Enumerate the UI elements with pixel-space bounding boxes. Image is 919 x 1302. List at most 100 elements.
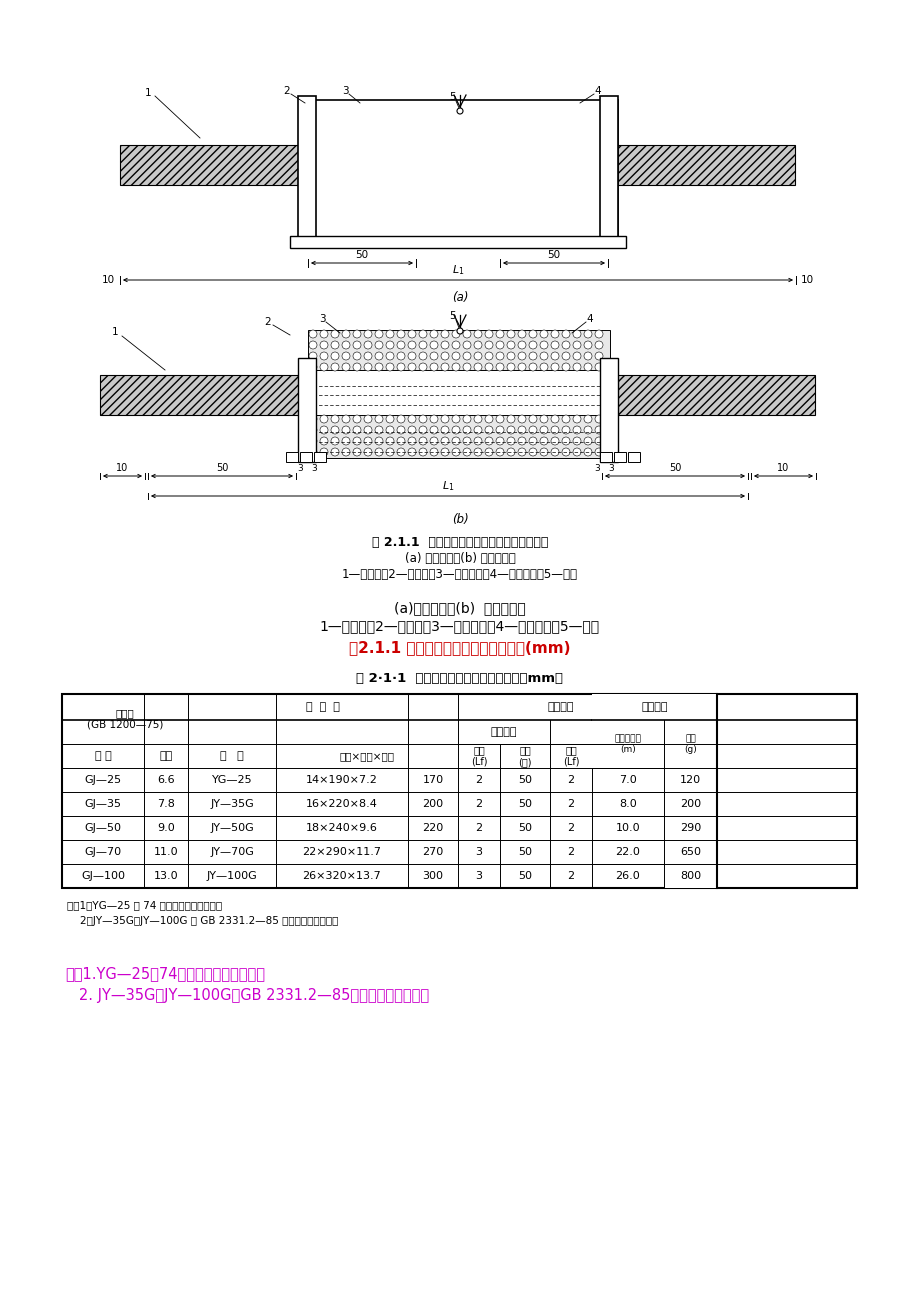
- Circle shape: [386, 426, 393, 434]
- Text: 5: 5: [449, 92, 456, 102]
- Circle shape: [517, 352, 526, 359]
- Text: 11.0: 11.0: [153, 848, 178, 857]
- Text: 200: 200: [422, 799, 443, 809]
- Circle shape: [484, 352, 493, 359]
- Bar: [286, 452, 298, 462]
- Text: GJ—25: GJ—25: [85, 775, 121, 785]
- Bar: [62, 694, 857, 888]
- Circle shape: [364, 363, 371, 371]
- Circle shape: [353, 329, 360, 339]
- Circle shape: [484, 415, 493, 423]
- Circle shape: [506, 352, 515, 359]
- Text: 8.0: 8.0: [618, 799, 636, 809]
- Circle shape: [418, 363, 426, 371]
- Circle shape: [386, 448, 393, 456]
- Circle shape: [550, 363, 559, 371]
- Circle shape: [440, 329, 448, 339]
- Circle shape: [353, 415, 360, 423]
- Bar: [607, 375, 814, 415]
- Circle shape: [528, 352, 537, 359]
- Text: 普通
导爆索
(m): 普通 导爆索 (m): [682, 729, 698, 759]
- Bar: [607, 145, 794, 185]
- Circle shape: [397, 329, 404, 339]
- Circle shape: [320, 341, 328, 349]
- Circle shape: [517, 426, 526, 434]
- Circle shape: [320, 415, 328, 423]
- Circle shape: [584, 352, 591, 359]
- Circle shape: [562, 448, 570, 456]
- Circle shape: [451, 448, 460, 456]
- Text: 3: 3: [311, 464, 316, 473]
- Circle shape: [407, 363, 415, 371]
- Circle shape: [562, 415, 570, 423]
- Text: JY—35G: JY—35G: [210, 799, 254, 809]
- Text: 3: 3: [341, 86, 348, 96]
- Text: 50: 50: [355, 250, 369, 260]
- Circle shape: [440, 341, 448, 349]
- Circle shape: [528, 415, 537, 423]
- Circle shape: [562, 437, 570, 445]
- Circle shape: [539, 415, 548, 423]
- Circle shape: [550, 437, 559, 445]
- Text: 50: 50: [517, 871, 531, 881]
- Circle shape: [484, 363, 493, 371]
- Circle shape: [562, 363, 570, 371]
- Circle shape: [309, 426, 317, 434]
- Text: 50: 50: [668, 464, 680, 473]
- Circle shape: [375, 437, 382, 445]
- Text: 170: 170: [422, 775, 443, 785]
- Circle shape: [309, 352, 317, 359]
- Circle shape: [320, 329, 328, 339]
- Bar: [300, 363, 618, 428]
- Circle shape: [440, 426, 448, 434]
- Circle shape: [595, 448, 602, 456]
- Circle shape: [484, 329, 493, 339]
- Circle shape: [528, 448, 537, 456]
- Circle shape: [397, 363, 404, 371]
- Circle shape: [550, 448, 559, 456]
- Circle shape: [517, 329, 526, 339]
- Circle shape: [342, 415, 349, 423]
- Circle shape: [528, 341, 537, 349]
- Circle shape: [364, 352, 371, 359]
- Circle shape: [457, 108, 462, 115]
- Text: (a): (a): [451, 292, 468, 305]
- Circle shape: [595, 352, 602, 359]
- Circle shape: [495, 437, 504, 445]
- Circle shape: [353, 352, 360, 359]
- Circle shape: [320, 426, 328, 434]
- Text: 1—钉纹线；2—接续管；3—基准药包；4—附加药环；5—雷管: 1—钉纹线；2—接续管；3—基准药包；4—附加药环；5—雷管: [320, 618, 599, 633]
- Circle shape: [451, 352, 460, 359]
- Circle shape: [517, 437, 526, 445]
- Circle shape: [495, 448, 504, 456]
- Circle shape: [517, 415, 526, 423]
- Circle shape: [539, 437, 548, 445]
- Circle shape: [484, 341, 493, 349]
- Bar: [664, 694, 716, 888]
- Circle shape: [462, 415, 471, 423]
- Text: 钢绞线
(GB 1200—75): 钢绞线 (GB 1200—75): [86, 708, 163, 730]
- Circle shape: [331, 415, 338, 423]
- Text: (b): (b): [451, 513, 468, 526]
- Text: 3: 3: [318, 314, 325, 324]
- Circle shape: [506, 448, 515, 456]
- Circle shape: [506, 329, 515, 339]
- Text: 参考
药量: 参考 药量: [684, 708, 696, 730]
- Circle shape: [364, 329, 371, 339]
- Text: $L_1$: $L_1$: [441, 479, 454, 493]
- Text: 图 2.1.1  对接式钉纹线接续管装药结构示意图: 图 2.1.1 对接式钉纹线接续管装药结构示意图: [371, 535, 548, 548]
- Circle shape: [584, 329, 591, 339]
- Text: 装药参数: 装药参数: [547, 702, 573, 712]
- Text: 4: 4: [594, 86, 601, 96]
- Text: 3: 3: [594, 464, 599, 473]
- Circle shape: [451, 363, 460, 371]
- Circle shape: [517, 363, 526, 371]
- Circle shape: [440, 352, 448, 359]
- Circle shape: [462, 448, 471, 456]
- Text: 14×190×7.2: 14×190×7.2: [306, 775, 378, 785]
- Circle shape: [473, 426, 482, 434]
- Text: JY—100G: JY—100G: [207, 871, 257, 881]
- Circle shape: [309, 437, 317, 445]
- Circle shape: [584, 415, 591, 423]
- Circle shape: [397, 426, 404, 434]
